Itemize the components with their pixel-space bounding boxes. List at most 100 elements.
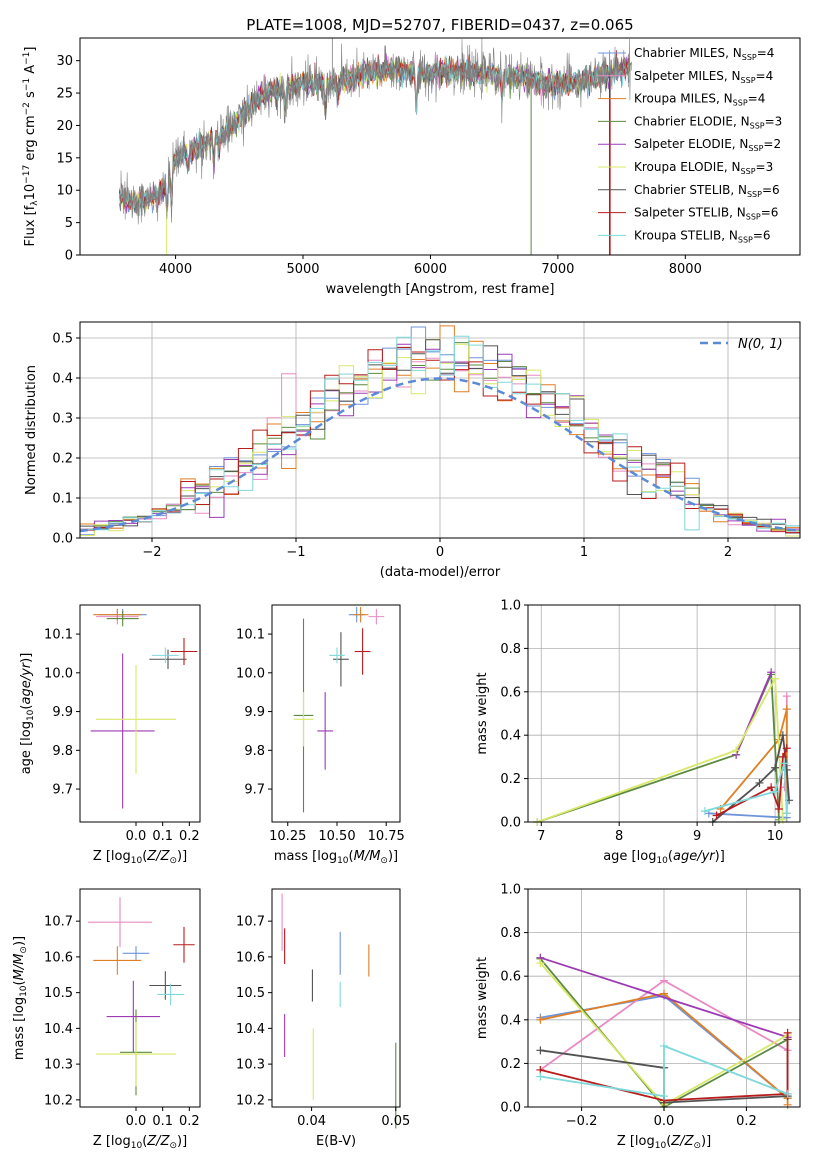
mass-weight-series xyxy=(540,1032,789,1102)
y-tick-label: 0.0 xyxy=(52,532,73,547)
mass-weight-marker xyxy=(536,1015,545,1024)
y-tick-label: 10.7 xyxy=(44,915,73,930)
mass-weight-marker xyxy=(782,692,791,701)
y-tick-label: 10.2 xyxy=(236,1093,265,1108)
residuals-panel: −2 −1 0 1 2 0.0 0.1 0.2 0.3 0.4 0.5 (data-model)/er… xyxy=(24,321,801,580)
y-tick-label: 10.7 xyxy=(236,915,265,930)
mass-weight-marker xyxy=(771,787,780,796)
y-tick-label: 0.6 xyxy=(500,685,521,700)
x-tick-label: 10.50 xyxy=(318,829,355,844)
normal-reference-curve xyxy=(80,377,800,533)
x-tick-label: 10 xyxy=(767,829,784,844)
mass-weight-marker xyxy=(783,1089,792,1098)
figure-title: PLATE=1008, MJD=52707, FIBERID=0437, z=0… xyxy=(246,16,633,34)
x-tick-label: 8 xyxy=(615,829,623,844)
y-tick-label: 5 xyxy=(65,216,73,231)
legend-entry: N(0, 1) xyxy=(738,337,783,352)
x-tick-label: 9 xyxy=(693,829,701,844)
mass-weight-marker xyxy=(660,976,668,985)
spectrum-panel: 4000 5000 6000 7000 8000 0 5 10 15 20 25 30 waveleng… xyxy=(22,37,801,297)
x-tick-label: −2 xyxy=(142,545,161,560)
y-tick-label: 20 xyxy=(56,119,73,134)
mass-weight-marker xyxy=(712,811,721,820)
legend-entry: Kroupa STELIB, NSSP=6 xyxy=(634,228,771,244)
y-axis-label: Normed distribution xyxy=(24,365,39,495)
y-tick-label: 1.0 xyxy=(500,883,521,898)
mass-weight-vs-metallicity-panel: −0.2 0.0 0.2 0.0 0.2 0.4 0.6 0.8 1.0 Z [log10(Z/Z… xyxy=(475,883,801,1151)
y-tick-label: 0.2 xyxy=(52,452,73,467)
legend-entry: Chabrier MILES, NSSP=4 xyxy=(634,46,774,62)
y-tick-label: 9.8 xyxy=(52,744,73,759)
y-tick-label: 10.5 xyxy=(236,986,265,1001)
x-tick-label: 7 xyxy=(537,829,545,844)
y-tick-label: 1.0 xyxy=(500,599,521,614)
y-tick-label: 10.3 xyxy=(44,1058,73,1073)
x-tick-label: 6000 xyxy=(414,262,447,277)
mass-weight-marker xyxy=(536,1072,545,1081)
y-tick-label: 0.0 xyxy=(500,816,521,831)
x-axis-label: mass [log10(M/M⊙)] xyxy=(274,849,398,866)
spectrum-legend: Chabrier MILES, NSSP=4 Salpeter MILES, NS… xyxy=(598,46,782,244)
y-tick-label: 9.9 xyxy=(244,705,265,720)
y-axis-label: mass weight xyxy=(475,957,490,1039)
mass-weight-marker xyxy=(771,763,780,772)
y-axis-label: Flux [fλ10−17 erg cm−2 s−1 A−1] xyxy=(22,47,40,247)
x-tick-label: 0.05 xyxy=(381,1114,410,1129)
y-tick-label: 10.5 xyxy=(44,986,73,1001)
mass-vs-metallicity-panel: 0.0 0.1 0.2 10.2 10.3 10.4 10.5 10.6 10.7 Z [log1… xyxy=(12,888,201,1151)
x-axis-label: Z [log10(Z/Z⊙)] xyxy=(93,1134,187,1151)
axes-frame xyxy=(271,888,401,1108)
y-tick-label: 0.8 xyxy=(500,926,521,941)
y-tick-label: 10.1 xyxy=(236,628,265,643)
x-axis-label: Z [log10(Z/Z⊙)] xyxy=(617,1134,711,1151)
mass-weight-marker xyxy=(660,989,668,998)
x-tick-label: 0.1 xyxy=(152,1114,173,1129)
x-tick-label: −0.2 xyxy=(566,1114,598,1129)
x-tick-label: 0 xyxy=(436,545,444,560)
mass-weight-series xyxy=(540,1044,788,1098)
y-tick-label: 0.2 xyxy=(500,1057,521,1072)
y-axis-label: age [log10(age/yr)] xyxy=(19,653,36,775)
legend-entry: Kroupa MILES, NSSP=4 xyxy=(634,92,765,108)
y-tick-label: 0.4 xyxy=(500,1013,521,1028)
y-tick-label: 0.5 xyxy=(52,332,73,347)
mass-weight-marker xyxy=(732,746,741,755)
y-tick-label: 10.6 xyxy=(44,950,73,965)
x-tick-label: 0.2 xyxy=(179,1114,200,1129)
y-tick-label: 10.2 xyxy=(44,1093,73,1108)
mass-weight-marker xyxy=(778,731,787,740)
mass-weight-marker xyxy=(755,778,764,787)
mass-weight-marker xyxy=(783,1100,792,1109)
x-axis-label: Z [log10(Z/Z⊙)] xyxy=(93,849,187,866)
x-tick-label: 0.0 xyxy=(126,1114,147,1129)
y-tick-label: 10 xyxy=(56,184,73,199)
histogram-lines xyxy=(80,325,800,537)
y-tick-label: 0.4 xyxy=(52,372,73,387)
x-tick-label: 1 xyxy=(580,545,588,560)
y-tick-label: 30 xyxy=(56,54,73,69)
mass-vs-ebv-panel: 0.04 0.05 10.2 10.3 10.4 10.5 10.6 10.7 E(B-V) xyxy=(236,888,410,1149)
mass-weight-series xyxy=(712,734,790,823)
axes-frame xyxy=(79,604,201,823)
mass-weight-marker xyxy=(774,804,783,813)
y-tick-label: 0.0 xyxy=(500,1101,521,1116)
y-tick-label: 10.0 xyxy=(236,666,265,681)
y-tick-label: 15 xyxy=(56,151,73,166)
y-tick-label: 0.8 xyxy=(500,642,521,657)
mass-weight-marker xyxy=(782,809,791,818)
y-tick-label: 9.7 xyxy=(52,783,73,798)
y-tick-label: 9.9 xyxy=(52,705,73,720)
y-tick-label: 10.1 xyxy=(44,628,73,643)
x-tick-label: 0.2 xyxy=(736,1114,757,1129)
mass-weight-marker xyxy=(660,1092,668,1101)
axes-frame xyxy=(79,37,801,256)
legend-entry: Salpeter ELODIE, NSSP=2 xyxy=(634,137,781,153)
x-tick-label: 10.25 xyxy=(269,829,306,844)
x-tick-label: 7000 xyxy=(541,262,574,277)
mass-weight-marker xyxy=(767,783,776,792)
mass-weight-marker xyxy=(660,1041,668,1050)
y-tick-label: 25 xyxy=(56,87,73,102)
x-tick-label: 0.2 xyxy=(179,829,200,844)
y-axis-label: mass [log10(M/M⊙)] xyxy=(12,936,29,1060)
